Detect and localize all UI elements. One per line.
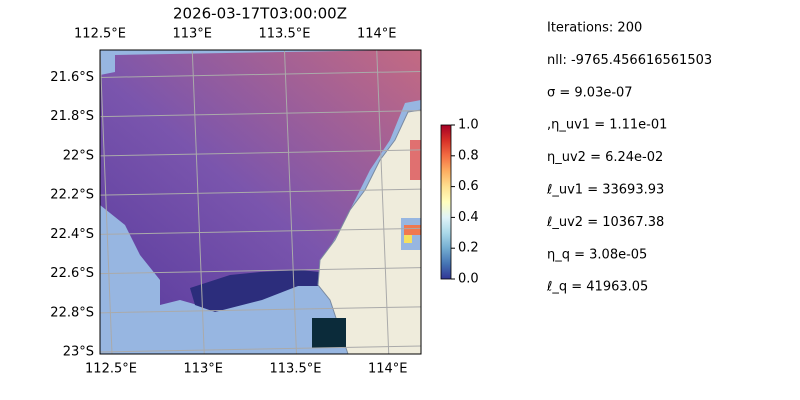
info-line: Iterations: 200 — [547, 21, 642, 36]
colorbar-tick-label: 1.0 — [458, 118, 479, 133]
map — [100, 50, 421, 354]
info-line: ℓ_uv1 = 33693.93 — [546, 183, 664, 198]
grid-line — [99, 110, 422, 118]
hot-patch — [404, 235, 412, 243]
x-tick-label: 114°E — [357, 27, 397, 42]
info-line: ℓ_uv2 = 10367.38 — [546, 215, 664, 230]
grid-line — [376, 49, 390, 355]
colorbar-tick-label: 0.4 — [458, 210, 479, 225]
y-tick-label: 21.8°S — [50, 109, 94, 124]
colorbar — [440, 124, 452, 280]
y-tick-label: 22°S — [63, 148, 94, 163]
grid-line — [283, 49, 297, 355]
grid-line — [99, 227, 422, 235]
grid-line — [191, 49, 205, 355]
grid-line — [99, 70, 422, 78]
grid-line — [99, 188, 422, 196]
hot-patch — [404, 225, 421, 235]
y-tick-label: 22.8°S — [50, 305, 94, 320]
info-line: ,η_uv1 = 1.11e-01 — [547, 118, 667, 133]
info-line: nll: -9765.456616561503 — [547, 53, 712, 68]
low-region — [190, 270, 320, 312]
y-tick-label: 23°S — [63, 345, 94, 360]
title: 2026-03-17T03:00:00Z — [173, 5, 347, 23]
colorbar-tick-label: 0.2 — [458, 241, 479, 256]
info-line: σ = 9.03e-07 — [547, 85, 633, 100]
info-line: ℓ_q = 41963.05 — [546, 280, 648, 295]
x-tick-label: 113.5°E — [270, 362, 322, 377]
y-tick-label: 22.2°S — [50, 188, 94, 203]
dark-patch — [312, 318, 346, 348]
x-tick-label: 112.5°E — [85, 362, 137, 377]
hot-patch — [410, 140, 421, 180]
y-tick-label: 22.4°S — [50, 227, 94, 242]
grid-line — [99, 49, 113, 355]
colorbar-tick-label: 0.0 — [458, 272, 479, 287]
land — [317, 109, 421, 354]
y-tick-label: 21.6°S — [50, 70, 94, 85]
colorbar-tick-label: 0.8 — [458, 148, 479, 163]
map-frame — [99, 49, 422, 355]
grid-line — [99, 345, 422, 353]
graticule — [99, 49, 422, 355]
y-tick-label: 22.6°S — [50, 266, 94, 281]
info-line: η_q = 3.08e-05 — [547, 247, 647, 262]
x-tick-label: 113.5°E — [259, 27, 311, 42]
x-tick-label: 113°E — [172, 27, 212, 42]
info-line: η_uv2 = 6.24e-02 — [547, 150, 663, 165]
x-tick-label: 112.5°E — [74, 27, 126, 42]
x-tick-label: 113°E — [183, 362, 223, 377]
grid-line — [99, 267, 422, 275]
x-tick-label: 114°E — [368, 362, 408, 377]
grid-line — [99, 306, 422, 314]
grid-line — [99, 149, 422, 157]
colorbar-tick-label: 0.6 — [458, 179, 479, 194]
